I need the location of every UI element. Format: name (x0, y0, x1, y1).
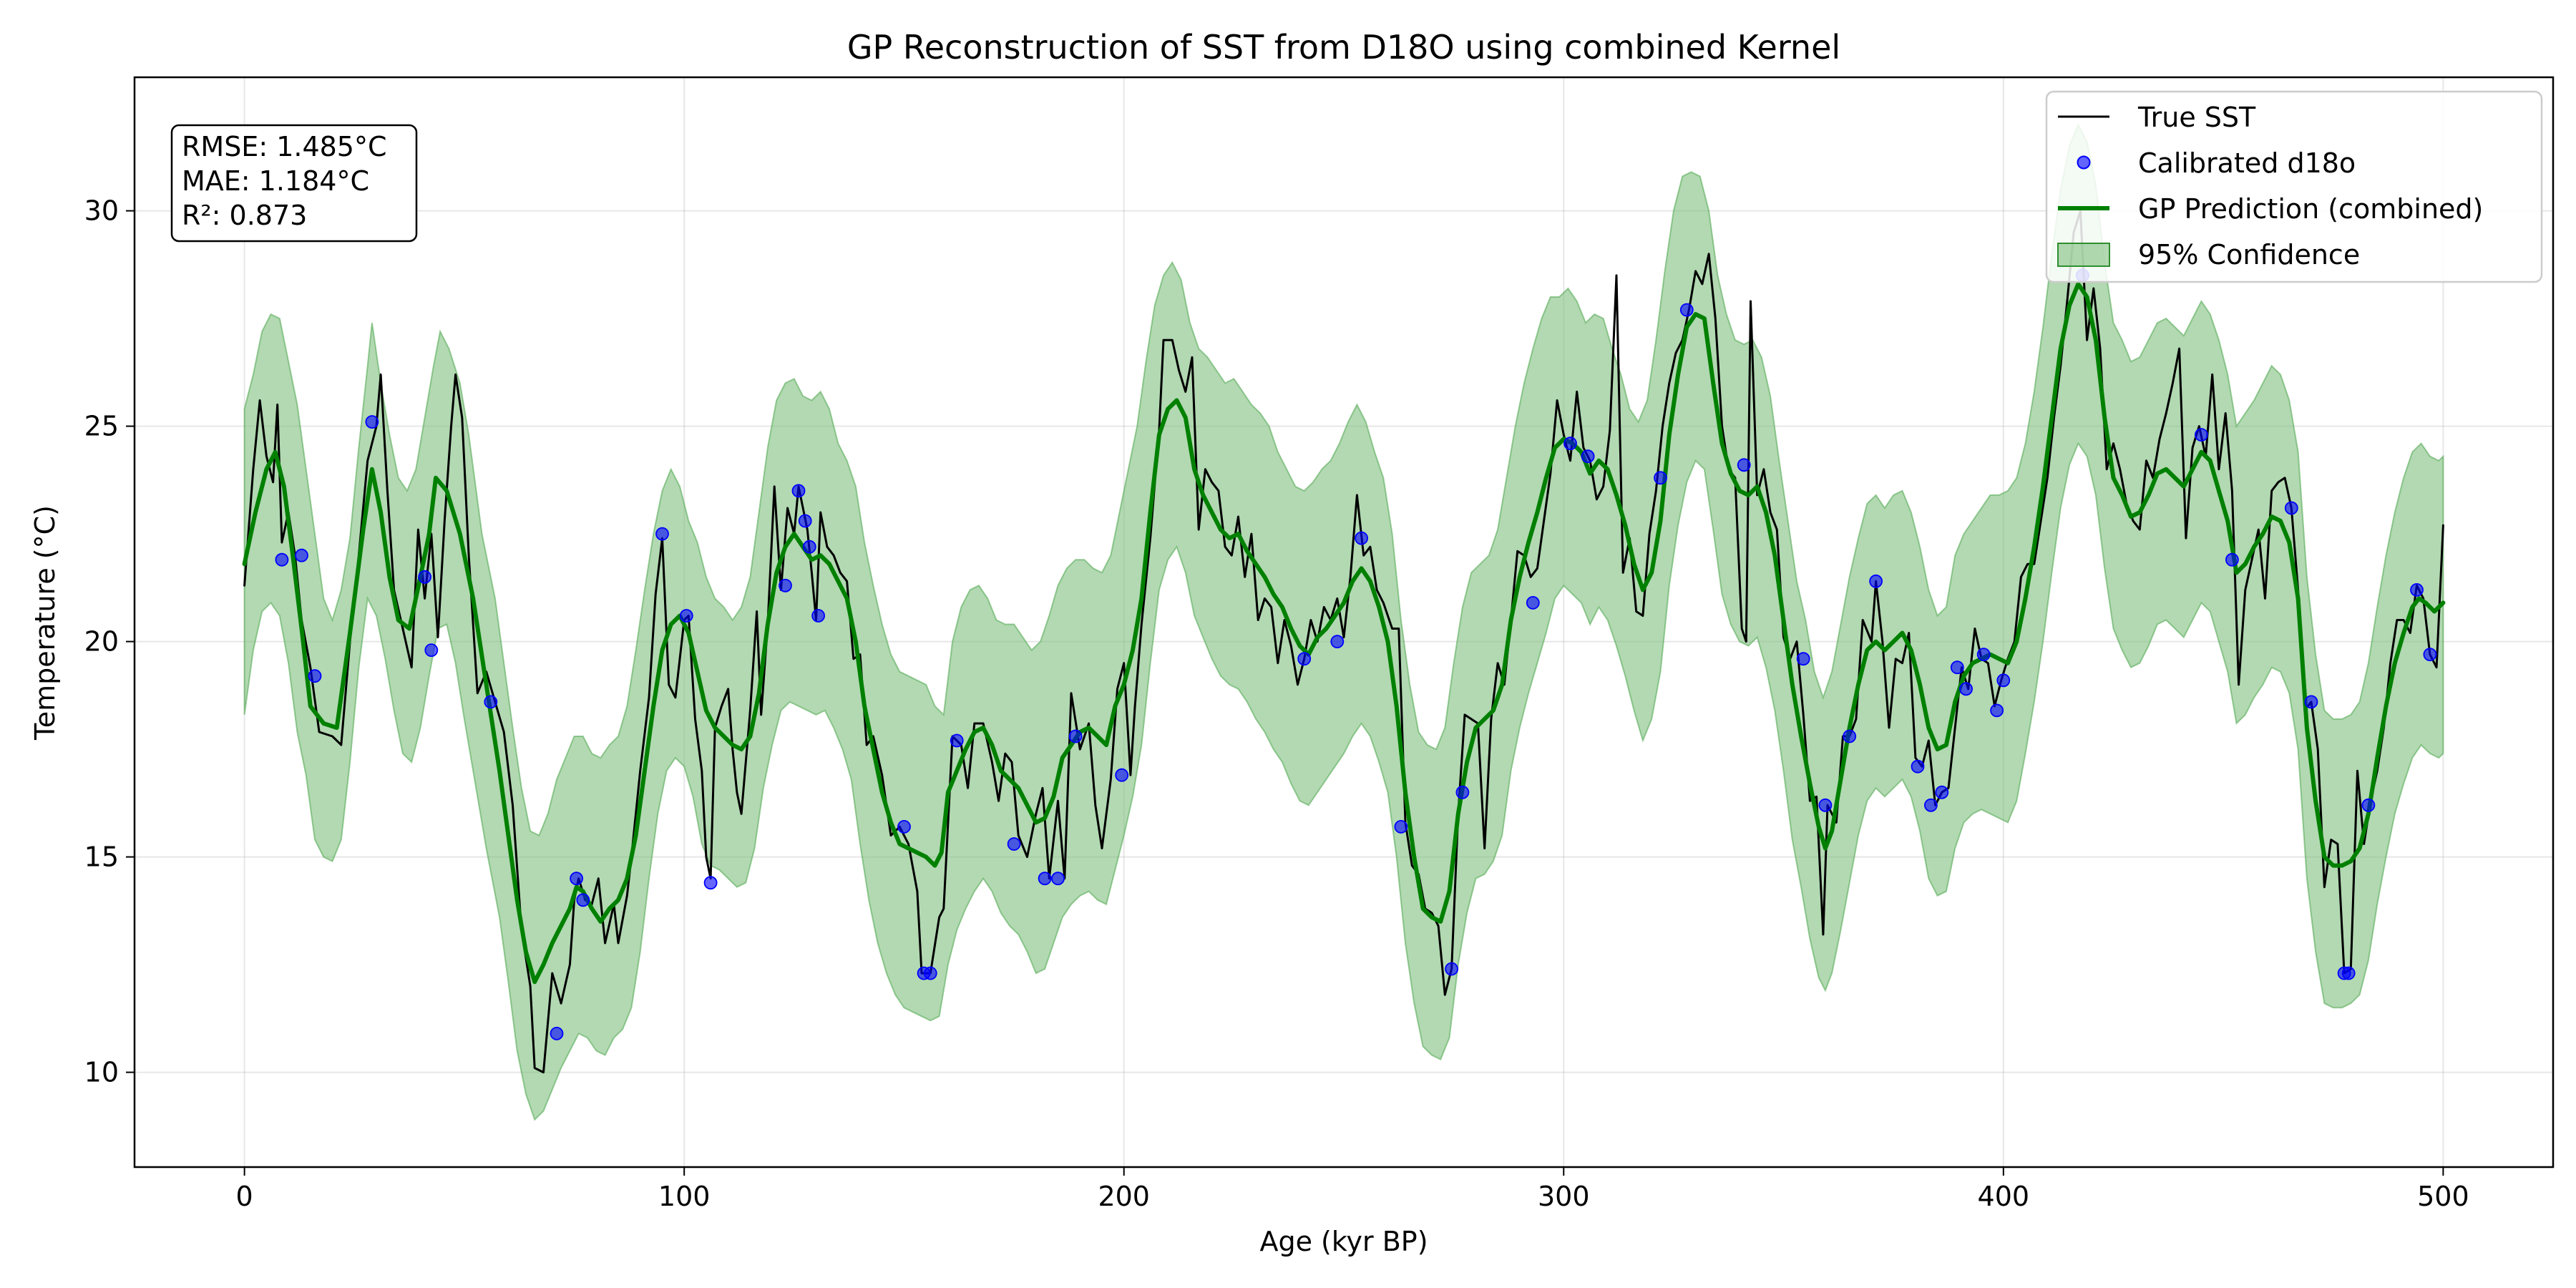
legend-true-sst-label: True SST (2137, 102, 2256, 133)
calibrated-point (2341, 966, 2356, 980)
calibrated-point (1796, 652, 1810, 666)
calibrated-point (1581, 449, 1595, 464)
confidence-band-layer (243, 122, 2444, 1121)
calibrated-point (897, 820, 911, 834)
legend: True SST Calibrated d18o GP Prediction (… (2045, 90, 2543, 283)
calibrated-point (2284, 501, 2298, 515)
legend-confidence-label: 95% Confidence (2138, 239, 2360, 270)
stats-box: RMSE: 1.485°C MAE: 1.184°C R²: 0.873 (170, 124, 418, 243)
calibrated-point (1445, 962, 1458, 976)
calibrated-point (1115, 768, 1129, 782)
calibrated-point (1959, 682, 1974, 696)
calibrated-point (802, 540, 816, 554)
calibrated-point (1818, 798, 1833, 812)
calibrated-point (950, 733, 964, 748)
calibrated-point (1394, 820, 1408, 834)
y-axis-label: Temperature (°C) (29, 505, 61, 741)
calibrated-point (1911, 759, 1925, 774)
legend-confidence-swatch (2057, 243, 2110, 267)
calibrated-point (1950, 660, 1964, 675)
calibrated-point (1923, 798, 1938, 812)
calibrated-point (1996, 673, 2011, 688)
calibrated-point (2423, 648, 2437, 661)
calibrated-point (1563, 436, 1577, 451)
calibrated-point (1526, 596, 1540, 610)
calibrated-point (1737, 458, 1751, 472)
legend-gp-label: GP Prediction (combined) (2138, 193, 2483, 225)
calibrated-point (1935, 785, 1949, 799)
calibrated-point (2361, 798, 2376, 812)
calibrated-point (1330, 635, 1345, 648)
calibrated-point (2225, 552, 2239, 567)
calibrated-point (798, 514, 812, 528)
x-axis-label: Age (kyr BP) (1259, 1226, 1428, 1257)
calibrated-point (811, 609, 825, 623)
calibrated-point (1990, 703, 2004, 718)
calibrated-point (703, 876, 718, 890)
legend-calibrated-swatch (2077, 155, 2091, 170)
true-sst-line (243, 210, 2444, 1074)
calibrated-point (2194, 428, 2208, 441)
chart-title: GP Reconstruction of SST from D18O using… (847, 28, 1840, 67)
calibrated-point (679, 609, 693, 623)
calibrated-point (424, 643, 439, 657)
x-tick-label: 100 (658, 1181, 711, 1212)
calibrated-point (484, 695, 498, 709)
calibrated-point (576, 893, 590, 907)
x-tick-label: 0 (236, 1181, 253, 1212)
calibrated-point (275, 552, 289, 567)
legend-frame (2045, 90, 2543, 283)
calibrated-point (550, 1027, 564, 1040)
x-tick-label: 300 (1538, 1181, 1590, 1212)
calibrated-point (295, 548, 308, 562)
x-tick-label: 400 (1978, 1181, 2030, 1212)
calibrated-point (1654, 471, 1667, 485)
calibrated-point (1051, 872, 1065, 886)
gp-prediction-line (242, 281, 2446, 985)
calibrated-point (1068, 729, 1083, 743)
y-tick-label: 10 (84, 1057, 119, 1088)
legend-calibrated-label: Calibrated d18o (2138, 147, 2356, 179)
calibrated-point (1038, 872, 1052, 886)
series-line-layer (242, 210, 2446, 1074)
calibrated-point (570, 872, 583, 886)
calibrated-point (1455, 785, 1470, 799)
calibrated-point (308, 669, 322, 683)
y-tick-label: 30 (84, 195, 119, 227)
x-tick-label: 500 (2417, 1181, 2469, 1212)
stats-rmse: RMSE: 1.485°C (182, 131, 387, 162)
calibrated-point (1007, 837, 1021, 851)
calibrated-point (1297, 652, 1312, 666)
calibrated-point (779, 578, 792, 592)
calibrated-point (2304, 695, 2318, 709)
y-tick-label: 15 (84, 841, 119, 873)
plot-frame (133, 76, 2555, 1169)
calibrated-point (791, 484, 806, 498)
calibrated-point (1869, 574, 1883, 588)
stats-mae: MAE: 1.184°C (182, 165, 369, 197)
stats-box-frame (170, 124, 418, 243)
tick-layer: 0 100 200 300 400 500 10 15 20 25 30 (84, 195, 2469, 1212)
stats-r2: R²: 0.873 (182, 200, 307, 231)
calibrated-point (1843, 729, 1857, 743)
x-tick-label: 200 (1098, 1181, 1150, 1212)
calibrated-point (1679, 303, 1694, 317)
calibrated-point (655, 527, 669, 541)
calibrated-points-layer (275, 268, 2437, 1040)
calibrated-point (1355, 531, 1368, 545)
calibrated-point (1976, 648, 1991, 661)
confidence-band (243, 122, 2444, 1121)
calibrated-point (418, 570, 431, 584)
calibrated-point (923, 966, 937, 980)
calibrated-point (365, 415, 379, 429)
calibrated-point (2410, 583, 2424, 597)
y-tick-label: 20 (84, 626, 119, 658)
y-tick-label: 25 (84, 411, 119, 442)
